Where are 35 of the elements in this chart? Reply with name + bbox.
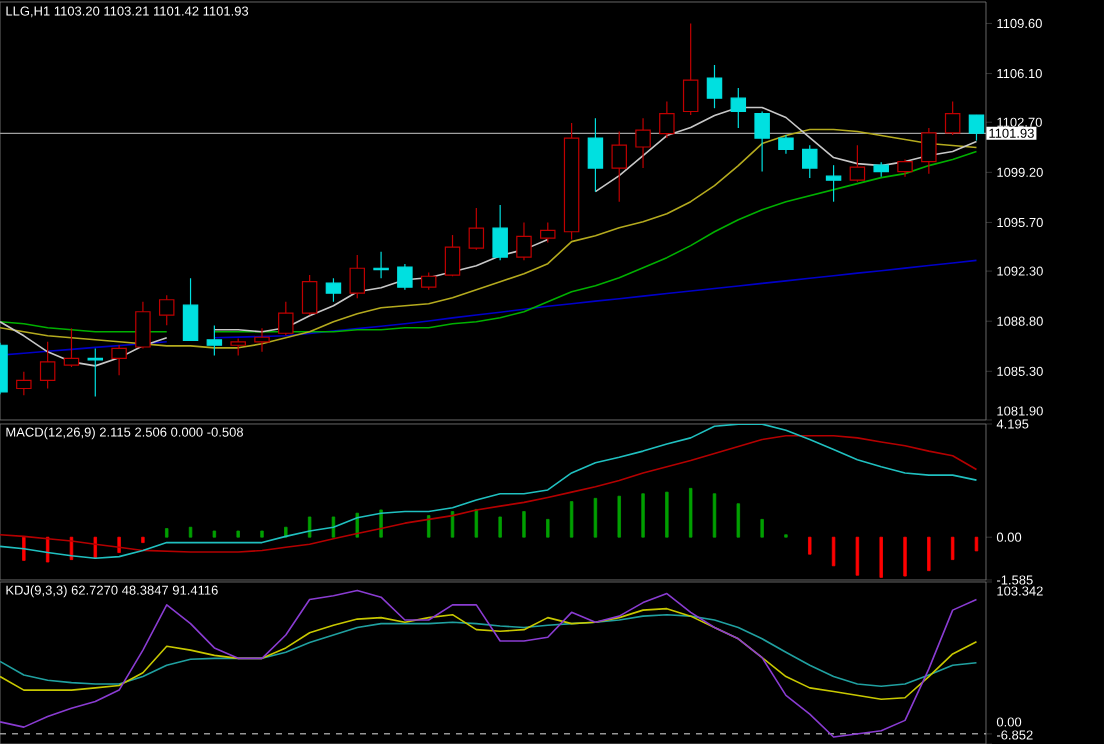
candlestick xyxy=(278,301,294,336)
candlestick xyxy=(516,221,532,261)
candlestick xyxy=(682,22,699,116)
candlestick xyxy=(540,221,556,244)
candlestick xyxy=(63,327,80,368)
candlestick xyxy=(730,87,747,129)
candlestick xyxy=(182,277,199,341)
candlestick xyxy=(397,263,413,291)
candlestick xyxy=(921,127,937,175)
candlestick xyxy=(587,117,604,193)
candlestick xyxy=(778,134,794,155)
candlestick xyxy=(16,371,32,396)
candlestick xyxy=(468,207,485,251)
candlestick xyxy=(944,100,961,136)
candlestick xyxy=(87,347,104,398)
candlestick xyxy=(802,144,818,179)
candlestick xyxy=(325,277,342,303)
candlestick xyxy=(206,324,223,357)
candlestick xyxy=(659,100,675,139)
candlestick xyxy=(754,110,770,173)
candlestick xyxy=(706,64,723,109)
candlestick xyxy=(968,114,985,142)
candlestick xyxy=(158,294,175,326)
candlestick xyxy=(635,117,651,169)
candlestick xyxy=(254,327,270,353)
candlestick xyxy=(825,164,842,203)
candlestick xyxy=(349,254,366,299)
candlestick xyxy=(492,204,508,261)
candlestick xyxy=(39,341,56,390)
candlestick xyxy=(611,130,627,203)
candlestick xyxy=(849,144,866,183)
candlestick xyxy=(111,344,127,376)
candlestick xyxy=(301,274,318,316)
candlestick xyxy=(135,301,151,349)
candlestick xyxy=(444,234,461,277)
